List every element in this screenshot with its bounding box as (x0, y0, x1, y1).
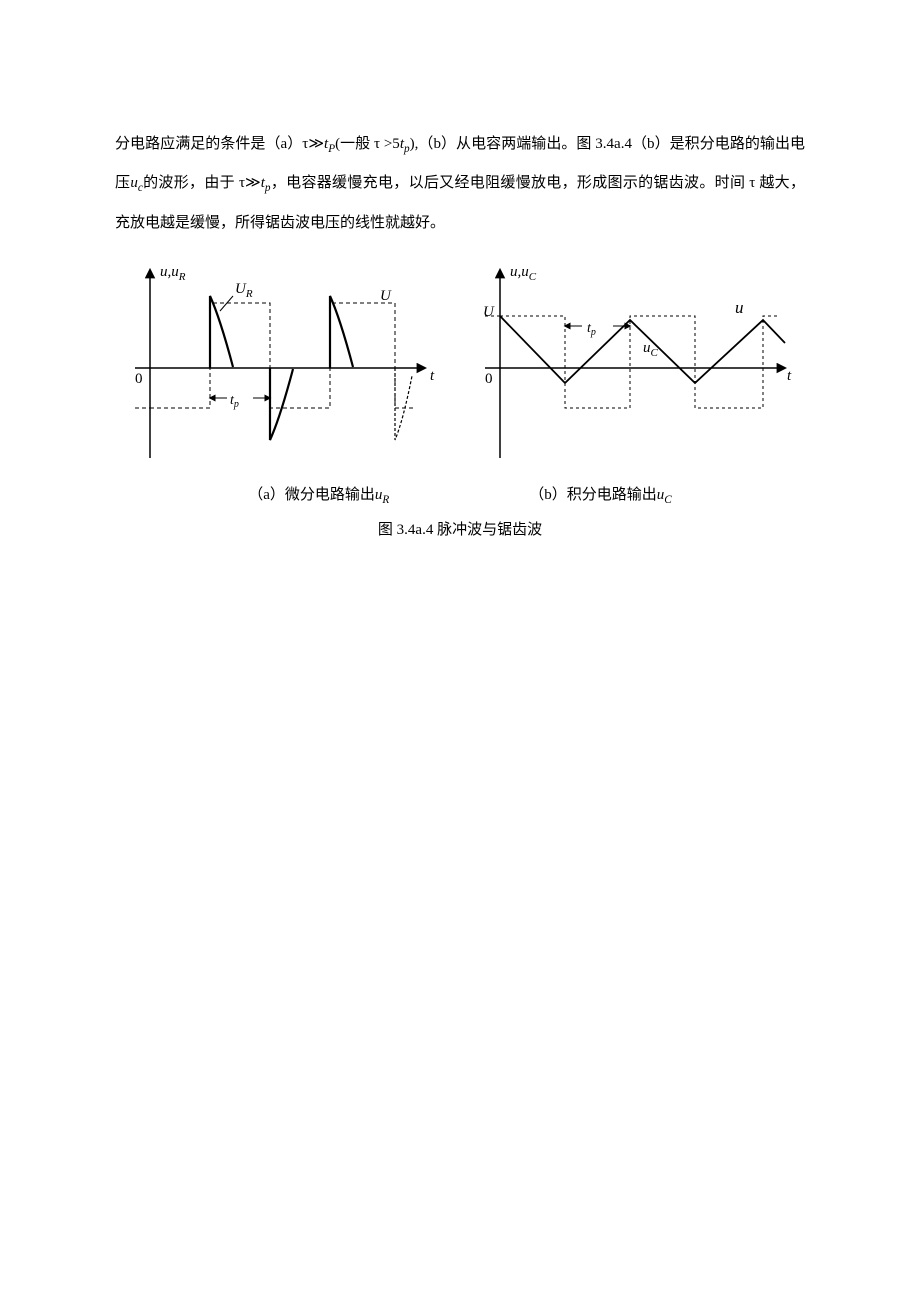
ur-label: UR (235, 281, 253, 300)
tp-label: tp (230, 393, 239, 410)
page: 分电路应满足的条件是（a）τ≫tP(一般 τ >5tp),（b）从电容两端输出。… (0, 0, 920, 541)
input-square (485, 316, 780, 408)
text-frag: 的波形，由于 τ≫ (143, 175, 261, 191)
tp-label: tp (587, 321, 596, 338)
yaxis-label: u,uC (510, 264, 537, 283)
text-frag: (一般 τ >5 (335, 136, 400, 152)
var-tp: tp (400, 136, 410, 152)
chart-a: u,uR 0 t UR U tp (115, 258, 455, 473)
figure-caption: 图 3.4a.4 脉冲波与锯齿波 (115, 520, 805, 541)
body-paragraph: 分电路应满足的条件是（a）τ≫tP(一般 τ >5tp),（b）从电容两端输出。… (115, 125, 805, 243)
sublabel-a: （a）微分电路输出uR (248, 485, 389, 509)
var-uc: uc (130, 175, 143, 191)
yaxis-label: u,uR (160, 264, 186, 283)
xaxis-label: t (787, 368, 792, 384)
uc-label: uC (643, 340, 659, 359)
xaxis-label: t (430, 368, 435, 384)
sublabel-b: （b）积分电路输出uC (529, 485, 672, 509)
var-tp2: tp (261, 175, 271, 191)
text-frag: 分电路应满足的条件是（a）τ≫ (115, 136, 324, 152)
input-square (135, 303, 415, 408)
u-label: U (380, 288, 392, 304)
var-tP: tP (324, 136, 335, 152)
u-label: u (735, 298, 744, 317)
subfigure-labels: （a）微分电路输出uR （b）积分电路输出uC (115, 485, 805, 509)
U-label: U (483, 304, 495, 320)
figure-row: u,uR 0 t UR U tp (115, 258, 805, 473)
origin-label: 0 (135, 371, 143, 387)
chart-b: u,uC 0 t U u uC tp (465, 258, 805, 473)
origin-label: 0 (485, 371, 493, 387)
